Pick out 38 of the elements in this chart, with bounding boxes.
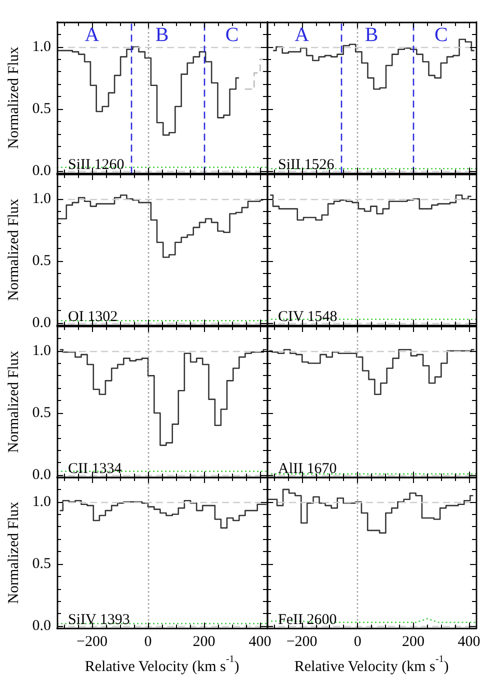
- x-tick-label: 400: [458, 634, 480, 650]
- y-axis-title: Normalized Flux: [6, 198, 22, 301]
- y-axis-title: Normalized Flux: [6, 46, 22, 150]
- x-tick-label: −200: [286, 634, 318, 650]
- y-axis-title: Normalized Flux: [6, 501, 22, 604]
- y-tick-label: 1.0: [32, 190, 51, 207]
- y-tick-label: 0.5: [32, 556, 51, 572]
- annotation: A: [294, 24, 310, 46]
- y-tick-label: 1.0: [32, 494, 51, 510]
- text: CIV 1548: [278, 308, 338, 325]
- text: SiII 1260: [68, 157, 124, 174]
- text: AlII 1670: [278, 460, 337, 477]
- y-axis-title: Normalized Flux: [6, 350, 22, 452]
- x-tick-label: 200: [402, 634, 425, 650]
- text: SiII 1526: [278, 157, 335, 174]
- y-tick-label: 0.0: [32, 163, 51, 180]
- y-tick-label: 0.5: [32, 404, 51, 420]
- x-tick-label: −200: [76, 634, 108, 650]
- annotation: C: [434, 24, 448, 46]
- text: CII 1334: [68, 460, 122, 477]
- annotation: B: [155, 24, 169, 46]
- annotation: B: [364, 24, 378, 46]
- x-tick-label: 0: [354, 634, 362, 650]
- y-tick-label: 1.0: [32, 39, 51, 56]
- y-tick-label: 0.0: [32, 466, 51, 483]
- x-tick-label: 200: [192, 634, 216, 650]
- y-tick-label: 0.5: [32, 252, 51, 269]
- x-tick-label: 0: [144, 634, 152, 650]
- text: FeII 2600: [278, 612, 337, 628]
- y-tick-label: 0.0: [32, 315, 51, 332]
- annotation: A: [84, 24, 100, 46]
- y-tick-label: 1.0: [32, 342, 51, 358]
- y-tick-label: 0.5: [32, 101, 51, 118]
- y-tick-label: 0.0: [32, 618, 51, 634]
- x-tick-label: 400: [248, 634, 272, 650]
- annotation: C: [225, 24, 239, 46]
- text: OI 1302: [68, 308, 118, 325]
- text: SiIV 1393: [68, 612, 130, 628]
